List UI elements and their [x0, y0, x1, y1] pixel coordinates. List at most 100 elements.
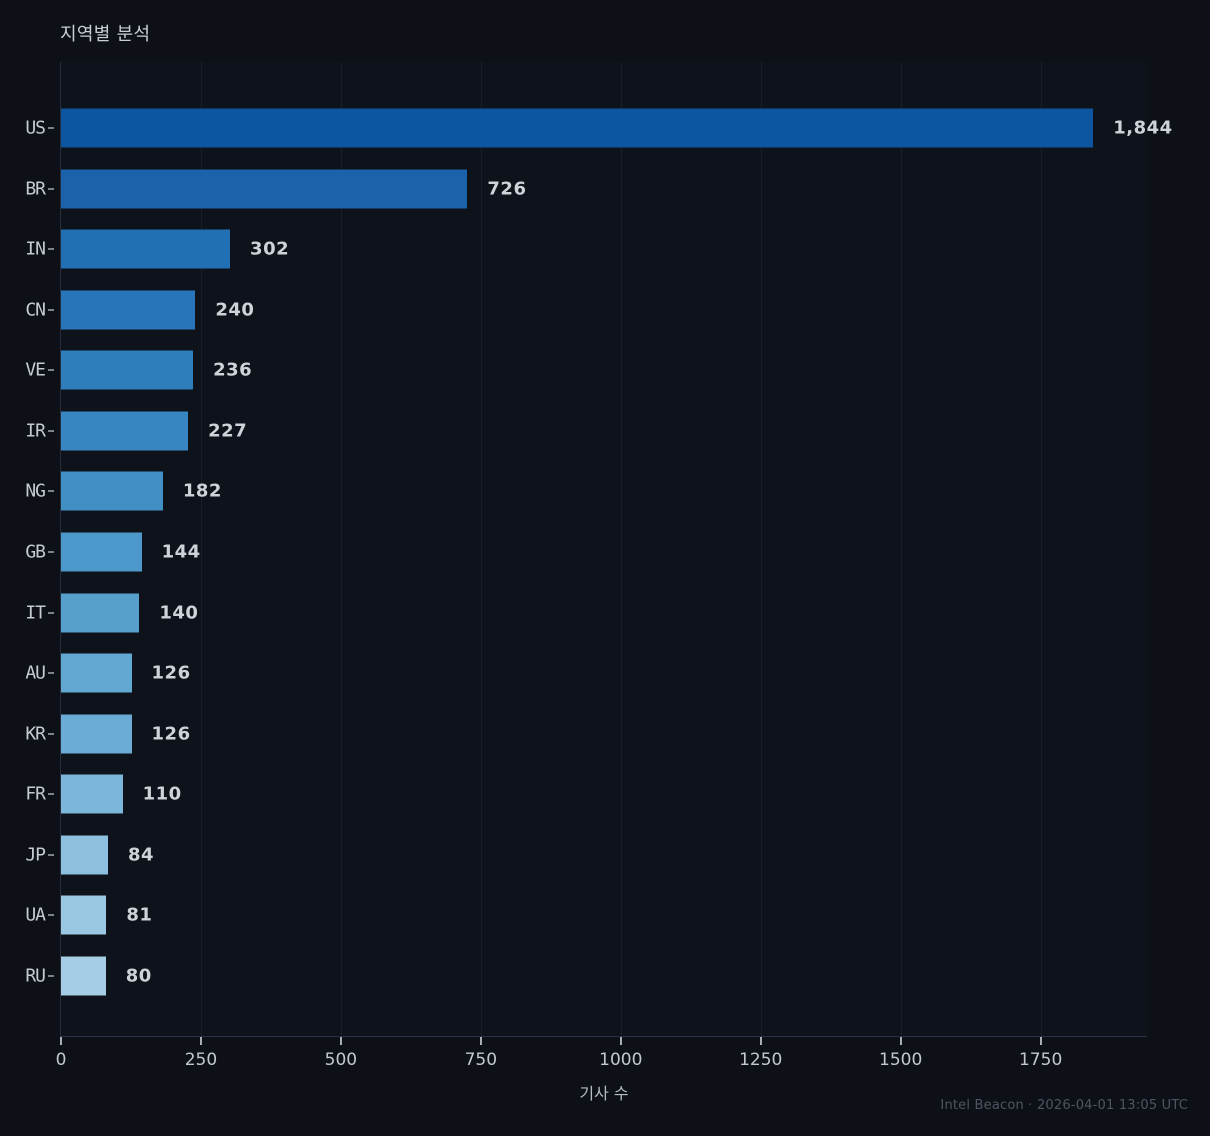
- y-axis-label-BR: BR: [25, 178, 46, 200]
- y-tick-CN: [48, 308, 54, 311]
- bar-value-IT: 140: [159, 602, 199, 624]
- bar-value-IN: 302: [250, 238, 290, 260]
- y-axis-label-IT: IT: [25, 602, 46, 624]
- bar-NG: [61, 471, 163, 511]
- y-tick-FR: [48, 793, 54, 796]
- x-tick-mark-1500: [899, 1037, 902, 1045]
- bar-row-US: US 1,844: [25, 98, 1172, 159]
- y-axis-label-RU: RU: [25, 965, 46, 987]
- bar-IR: [61, 411, 189, 451]
- bar-IT: [61, 593, 140, 633]
- y-tick-RU: [48, 974, 54, 977]
- bar-VE: [61, 350, 194, 390]
- y-axis-label-UA: UA: [25, 904, 46, 926]
- x-tick-label-1500: 1500: [879, 1050, 923, 1070]
- x-tick-mark-750: [479, 1037, 482, 1045]
- bar-value-RU: 80: [125, 965, 152, 987]
- y-tick-JP: [48, 853, 54, 856]
- bar-value-FR: 110: [142, 783, 182, 805]
- bar-value-GB: 144: [161, 541, 201, 563]
- x-tick-mark-250: [199, 1037, 202, 1045]
- bar-row-CN: CN 240: [25, 280, 1147, 341]
- y-tick-AU: [48, 672, 54, 675]
- y-tick-VE: [48, 369, 54, 372]
- bar-value-AU: 126: [151, 662, 191, 684]
- bar-CN: [61, 290, 196, 330]
- bar-row-GB: GB 144: [25, 522, 1147, 583]
- bar-value-IR: 227: [208, 420, 248, 442]
- bar-value-KR: 126: [151, 723, 191, 745]
- bar-value-UA: 81: [126, 904, 153, 926]
- y-axis-label-NG: NG: [25, 480, 46, 502]
- y-tick-IT: [48, 611, 54, 614]
- bar-row-JP: JP 84: [25, 824, 1147, 885]
- x-tick-label-250: 250: [184, 1050, 218, 1070]
- x-tick-mark-1250: [759, 1037, 762, 1045]
- y-axis-label-GB: GB: [25, 541, 46, 563]
- gridline-1000: [620, 62, 622, 1036]
- x-tick-label-1250: 1250: [739, 1050, 783, 1070]
- gridline-500: [340, 62, 342, 1036]
- y-axis-label-IN: IN: [25, 238, 46, 260]
- y-tick-KR: [48, 732, 54, 735]
- bar-GB: [61, 532, 142, 572]
- y-axis-label-US: US: [25, 117, 46, 139]
- y-tick-BR: [48, 187, 54, 190]
- bar-AU: [61, 653, 132, 693]
- y-tick-IN: [48, 248, 54, 251]
- bar-JP: [61, 835, 109, 875]
- bar-IN: [61, 229, 231, 269]
- bar-row-FR: FR 110: [25, 764, 1147, 825]
- gridline-1750: [1040, 62, 1042, 1036]
- bar-row-BR: BR 726: [25, 159, 1147, 220]
- bar-value-US: 1,844: [1113, 117, 1173, 139]
- bar-KR: [61, 714, 132, 754]
- bar-row-KR: KR 126: [25, 703, 1147, 764]
- x-tick-mark-1750: [1039, 1037, 1042, 1045]
- bar-BR: [61, 169, 468, 209]
- y-axis-label-FR: FR: [25, 783, 46, 805]
- footer-attribution: Intel Beacon · 2026-04-01 13:05 UTC: [940, 1098, 1188, 1113]
- x-tick-mark-500: [339, 1037, 342, 1045]
- y-tick-GB: [48, 550, 54, 553]
- bar-UA: [61, 895, 107, 935]
- bar-row-IR: IR 227: [25, 401, 1147, 462]
- y-axis-label-JP: JP: [25, 844, 46, 866]
- bar-row-IT: IT 140: [25, 582, 1147, 643]
- bar-row-NG: NG 182: [25, 461, 1147, 522]
- bar-row-VE: VE 236: [25, 340, 1147, 401]
- bar-row-RU: RU 80: [25, 945, 1147, 1006]
- plot-area: US 1,844 BR 726 IN 302 CN 240 VE 236 IR 227 NG 182 GB 1…: [25, 62, 1172, 1103]
- y-tick-US: [48, 127, 54, 130]
- bar-row-AU: AU 126: [25, 643, 1147, 704]
- bar-RU: [61, 956, 106, 996]
- x-tick-mark-1000: [619, 1037, 622, 1045]
- bar-value-VE: 236: [213, 359, 253, 381]
- x-axis-title: 기사 수: [579, 1084, 629, 1103]
- y-axis-label-CN: CN: [25, 299, 46, 321]
- bar-value-CN: 240: [215, 299, 255, 321]
- x-tick-label-1000: 1000: [599, 1050, 643, 1070]
- x-tick-label-1750: 1750: [1018, 1050, 1063, 1070]
- y-axis-label-VE: VE: [25, 359, 46, 381]
- y-axis-label-KR: KR: [25, 723, 46, 745]
- bar-value-BR: 726: [487, 178, 527, 200]
- bar-row-IN: IN 302: [25, 219, 1147, 280]
- bar-value-NG: 182: [182, 480, 222, 502]
- bar-rows: US 1,844 BR 726 IN 302 CN 240 VE 236 IR 227 NG 182 GB 1…: [25, 62, 1172, 1036]
- bar-FR: [61, 774, 123, 814]
- x-tick-mark-0: [60, 1037, 62, 1045]
- y-axis-label-AU: AU: [25, 662, 46, 684]
- x-tick-label-500: 500: [324, 1050, 358, 1070]
- gridline-750: [480, 62, 482, 1036]
- chart-title: 지역별 분석: [60, 24, 151, 45]
- x-tick-label-750: 750: [464, 1050, 498, 1070]
- gridline-1250: [760, 62, 762, 1036]
- y-axis-label-IR: IR: [25, 420, 46, 442]
- gridline-250: [200, 62, 202, 1036]
- y-tick-IR: [48, 429, 54, 432]
- y-tick-UA: [48, 914, 54, 917]
- y-tick-NG: [48, 490, 54, 493]
- gridline-1500: [900, 62, 902, 1036]
